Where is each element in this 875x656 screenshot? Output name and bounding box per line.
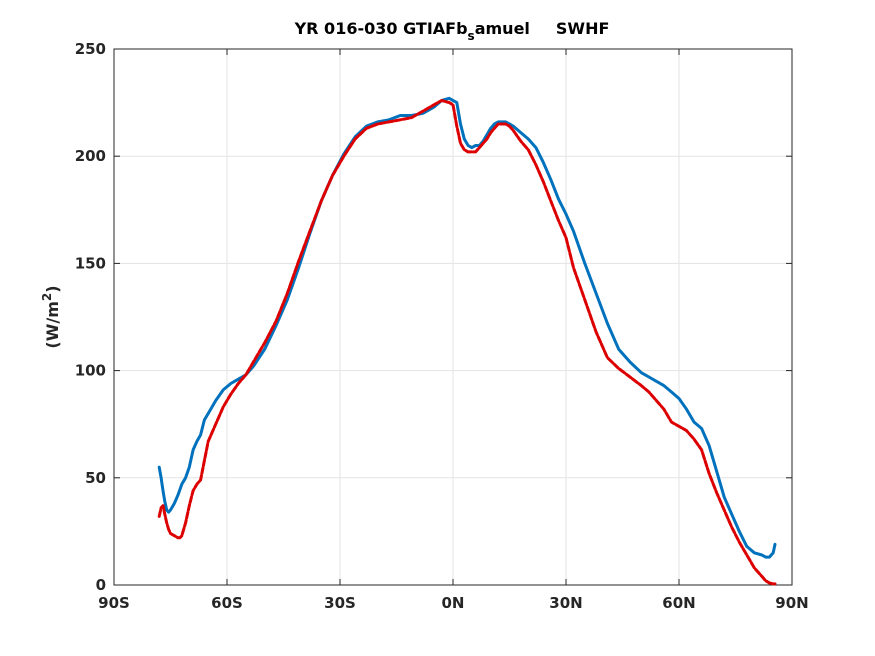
x-tick-label-1: 60S [211,594,243,612]
y-tick-label-5: 250 [75,40,106,58]
x-tick-label-6: 90N [775,594,808,612]
y-tick-label-0: 0 [96,576,106,594]
series-line-0 [157,96,777,559]
y-axis-label-superscript: 2 [40,293,54,301]
y-axis-label: (W/m2) [40,285,62,348]
chart-title-rest: amuel [475,19,530,38]
chart-title-variable: SWHF [556,19,610,38]
y-tick-label-2: 100 [75,362,106,380]
x-tick-label-2: 30S [324,594,356,612]
y-tick-label-1: 50 [85,469,106,487]
series-line-1 [157,99,777,586]
chart-title: YR 016-030 GTIAFbsamuel SWHF [294,19,610,43]
y-axis-label-main: (W/m [43,301,62,348]
chart-title-subscript: s [468,29,475,43]
x-tick-label-3: 0N [442,594,465,612]
x-tick-label-0: 90S [98,594,130,612]
y-tick-label-3: 150 [75,254,106,272]
plot-area: 90S 60S 30S 0N 30N 60N 90N 0 50 100 150 200 250 [75,40,809,612]
y-axis-label-close: ) [43,285,62,292]
y-tick-label-4: 200 [75,147,106,165]
x-tick-label-4: 30N [549,594,582,612]
chart-title-main: YR 016-030 GTIAFb [294,19,468,38]
x-tick-label-5: 60N [662,594,695,612]
